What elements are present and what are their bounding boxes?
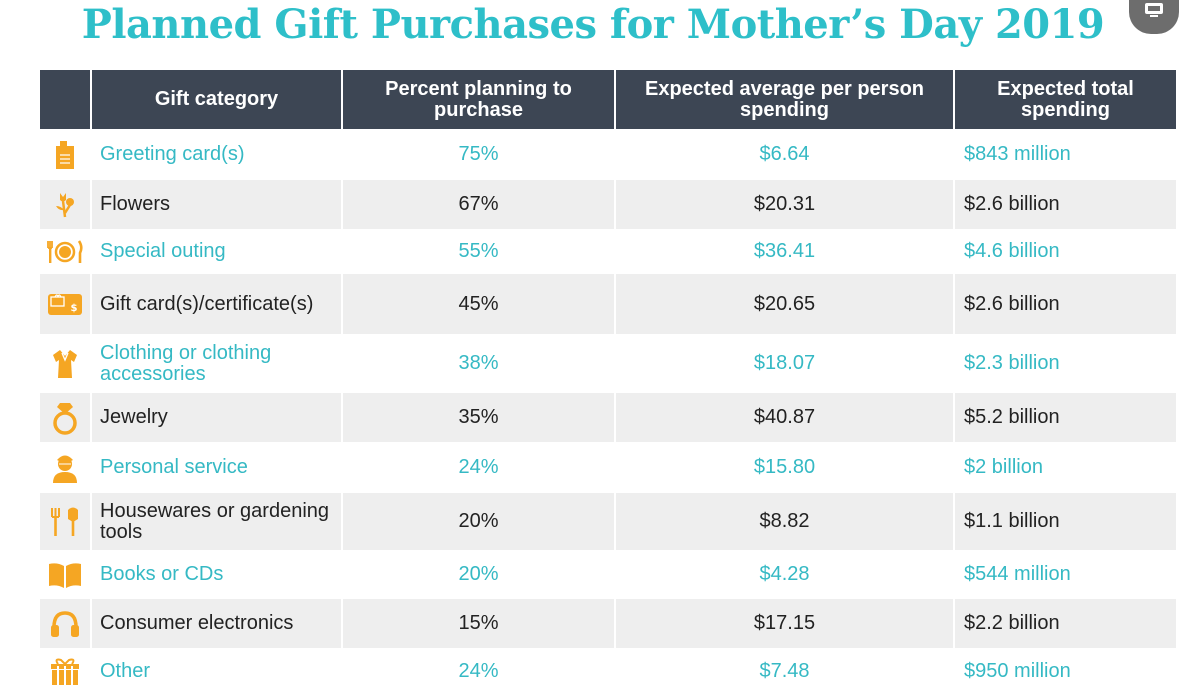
percent-cell: 35%: [341, 393, 615, 442]
gift-card-icon: $: [47, 291, 83, 317]
percent-cell: 20%: [341, 493, 615, 550]
percent-cell: 45%: [341, 274, 615, 334]
header-icon-column: [40, 70, 91, 129]
table-header: Gift category Percent planning to purcha…: [40, 70, 1176, 129]
gift-category-cell: Jewelry: [90, 393, 342, 442]
total-spending-cell: $2.6 billion: [953, 274, 1176, 334]
header-average-spending: Expected average per person spending: [614, 70, 954, 129]
header-total-spending: Expected total spending: [953, 70, 1176, 129]
monitor-icon: [1145, 3, 1163, 17]
percent-cell: 24%: [341, 648, 615, 695]
open-book-icon: [48, 561, 82, 589]
total-spending-cell: $2.6 billion: [953, 180, 1176, 229]
row-icon-cell: $: [40, 274, 91, 334]
gift-category-cell: Special outing: [90, 229, 342, 274]
gift-box-icon: [49, 657, 81, 687]
table-row: Consumer electronics 15% $17.15 $2.2 billio…: [40, 599, 1176, 648]
gift-category-cell: Personal service: [90, 442, 342, 493]
percent-cell: 20%: [341, 550, 615, 599]
average-spending-cell: $7.48: [614, 648, 954, 695]
total-spending-cell: $2 billion: [953, 442, 1176, 493]
percent-cell: 38%: [341, 334, 615, 393]
table-body: Greeting card(s) 75% $6.64 $843 million Flow…: [40, 129, 1176, 695]
percent-cell: 55%: [341, 229, 615, 274]
table-row: Other 24% $7.48 $950 million: [40, 648, 1176, 695]
percent-cell: 67%: [341, 180, 615, 229]
row-icon-cell: [40, 442, 91, 493]
row-icon-cell: [40, 393, 91, 442]
average-spending-cell: $20.65: [614, 274, 954, 334]
page-title: Planned Gift Purchases for Mother’s Day …: [81, 1, 1105, 48]
percent-cell: 15%: [341, 599, 615, 648]
average-spending-cell: $40.87: [614, 393, 954, 442]
gift-category-cell: Greeting card(s): [90, 129, 342, 180]
row-icon-cell: [40, 180, 91, 229]
header-percent-planning: Percent planning to purchase: [341, 70, 615, 129]
table-row: Housewares or gardening tools 20% $8.82 $1.…: [40, 493, 1176, 550]
total-spending-cell: $2.2 billion: [953, 599, 1176, 648]
table-row: $ Gift card(s)/certificate(s) 45% $20.65 $2.…: [40, 274, 1176, 334]
gift-category-cell: Gift card(s)/certificate(s): [90, 274, 342, 334]
row-icon-cell: [40, 599, 91, 648]
percent-cell: 24%: [341, 442, 615, 493]
greeting-card-icon: [54, 140, 76, 170]
average-spending-cell: $18.07: [614, 334, 954, 393]
percent-cell: 75%: [341, 129, 615, 180]
table-row: Books or CDs 20% $4.28 $544 million: [40, 550, 1176, 599]
person-towel-icon: [51, 452, 79, 484]
table-row: Special outing 55% $36.41 $4.6 billion: [40, 229, 1176, 274]
row-icon-cell: [40, 550, 91, 599]
table-row: Jewelry 35% $40.87 $5.2 billion: [40, 393, 1176, 442]
row-icon-cell: [40, 493, 91, 550]
average-spending-cell: $17.15: [614, 599, 954, 648]
headphones-icon: [49, 609, 81, 639]
total-spending-cell: $2.3 billion: [953, 334, 1176, 393]
monitor-button[interactable]: [1129, 0, 1179, 34]
gift-category-cell: Other: [90, 648, 342, 695]
total-spending-cell: $4.6 billion: [953, 229, 1176, 274]
table-row: Flowers 67% $20.31 $2.6 billion: [40, 180, 1176, 229]
row-icon-cell: [40, 648, 91, 695]
total-spending-cell: $5.2 billion: [953, 393, 1176, 442]
flowers-icon: [53, 191, 77, 219]
average-spending-cell: $36.41: [614, 229, 954, 274]
average-spending-cell: $20.31: [614, 180, 954, 229]
total-spending-cell: $843 million: [953, 129, 1176, 180]
gift-category-cell: Housewares or gardening tools: [90, 493, 342, 550]
gift-category-cell: Flowers: [90, 180, 342, 229]
header-gift-category: Gift category: [90, 70, 342, 129]
row-icon-cell: [40, 334, 91, 393]
svg-text:$: $: [71, 303, 78, 314]
total-spending-cell: $950 million: [953, 648, 1176, 695]
table-row: Personal service 24% $15.80 $2 billion: [40, 442, 1176, 493]
row-icon-cell: [40, 229, 91, 274]
fork-trowel-icon: [49, 506, 81, 538]
average-spending-cell: $8.82: [614, 493, 954, 550]
average-spending-cell: $6.64: [614, 129, 954, 180]
total-spending-cell: $1.1 billion: [953, 493, 1176, 550]
dining-plate-icon: [45, 239, 85, 265]
gift-table: Gift category Percent planning to purcha…: [40, 70, 1176, 695]
average-spending-cell: $4.28: [614, 550, 954, 599]
gift-category-cell: Consumer electronics: [90, 599, 342, 648]
gift-category-cell: Clothing or clothing accessories: [90, 334, 342, 393]
total-spending-cell: $544 million: [953, 550, 1176, 599]
blouse-icon: [51, 348, 79, 380]
table-row: Clothing or clothing accessories 38% $18.0…: [40, 334, 1176, 393]
gift-category-cell: Books or CDs: [90, 550, 342, 599]
row-icon-cell: [40, 129, 91, 180]
table-row: Greeting card(s) 75% $6.64 $843 million: [40, 129, 1176, 180]
ring-icon: [51, 401, 79, 435]
average-spending-cell: $15.80: [614, 442, 954, 493]
